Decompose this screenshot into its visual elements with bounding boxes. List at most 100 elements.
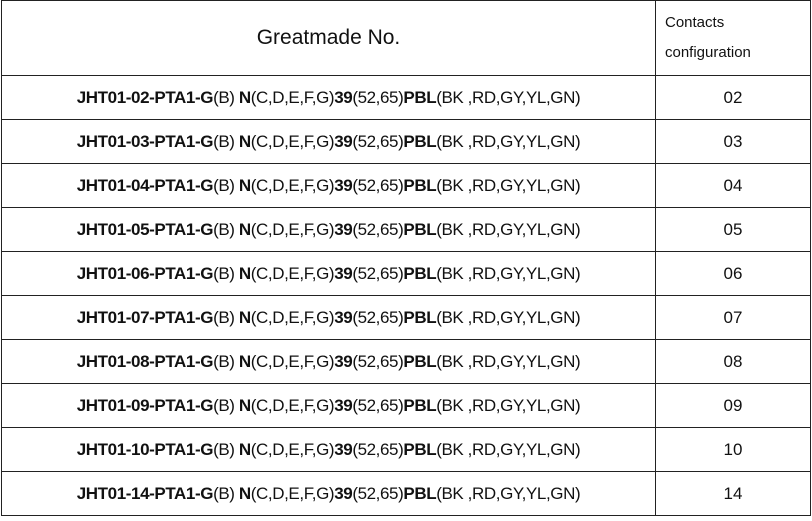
part-ncodes: (C,D,E,F,G) [250,175,335,195]
part-num: 39 [334,395,353,415]
part-pbl: PBL [403,219,437,239]
table-row: JHT01-07-PTA1-G(B) N(C,D,E,F,G)39(52,65)… [1,295,811,340]
part-numcodes: (52,65) [352,87,404,107]
header-row: Greatmade No. Contacts configuration [1,0,811,76]
contacts-cell: 04 [655,163,811,208]
table-row: JHT01-04-PTA1-G(B) N(C,D,E,F,G)39(52,65)… [1,163,811,208]
part-prefix: JHT01-04-PTA1-G [76,175,214,195]
part-b: (B) [213,307,239,327]
part-prefix: JHT01-08-PTA1-G [76,351,214,371]
part-b: (B) [213,175,239,195]
part-colors: (BK ,RD,GY,YL,GN) [436,351,581,371]
table-row: JHT01-10-PTA1-G(B) N(C,D,E,F,G)39(52,65)… [1,427,811,472]
part-numcodes: (52,65) [352,351,404,371]
contacts-cell: 06 [655,251,811,296]
part-n: N [238,351,251,371]
part-number-cell: JHT01-02-PTA1-G(B) N(C,D,E,F,G)39(52,65)… [1,75,656,120]
part-prefix: JHT01-10-PTA1-G [76,439,214,459]
contacts-cell: 08 [655,339,811,384]
part-numcodes: (52,65) [352,307,404,327]
table-row: JHT01-09-PTA1-G(B) N(C,D,E,F,G)39(52,65)… [1,383,811,428]
part-num: 39 [334,175,353,195]
part-colors: (BK ,RD,GY,YL,GN) [436,395,581,415]
part-pbl: PBL [403,351,437,371]
part-colors: (BK ,RD,GY,YL,GN) [436,131,581,151]
part-number-cell: JHT01-07-PTA1-G(B) N(C,D,E,F,G)39(52,65)… [1,295,656,340]
part-n: N [238,307,251,327]
table-row: JHT01-02-PTA1-G(B) N(C,D,E,F,G)39(52,65)… [1,75,811,120]
part-ncodes: (C,D,E,F,G) [250,87,335,107]
part-prefix: JHT01-09-PTA1-G [76,395,214,415]
contacts-cell: 10 [655,427,811,472]
contacts-cell: 02 [655,75,811,120]
part-n: N [238,87,251,107]
part-numcodes: (52,65) [352,263,404,283]
part-colors: (BK ,RD,GY,YL,GN) [436,87,581,107]
part-colors: (BK ,RD,GY,YL,GN) [436,307,581,327]
table-row: JHT01-03-PTA1-G(B) N(C,D,E,F,G)39(52,65)… [1,119,811,164]
part-num: 39 [334,483,353,503]
part-pbl: PBL [403,307,437,327]
part-number-cell: JHT01-06-PTA1-G(B) N(C,D,E,F,G)39(52,65)… [1,251,656,296]
part-prefix: JHT01-14-PTA1-G [76,483,214,503]
part-number-cell: JHT01-09-PTA1-G(B) N(C,D,E,F,G)39(52,65)… [1,383,656,428]
contacts-cell: 14 [655,471,811,516]
part-b: (B) [213,351,239,371]
part-numcodes: (52,65) [352,131,404,151]
part-colors: (BK ,RD,GY,YL,GN) [436,175,581,195]
part-ncodes: (C,D,E,F,G) [250,351,335,371]
part-num: 39 [334,263,353,283]
part-num: 39 [334,219,353,239]
part-ncodes: (C,D,E,F,G) [250,483,335,503]
part-b: (B) [213,219,239,239]
part-b: (B) [213,483,239,503]
part-num: 39 [334,439,353,459]
part-number-cell: JHT01-10-PTA1-G(B) N(C,D,E,F,G)39(52,65)… [1,427,656,472]
part-pbl: PBL [403,131,437,151]
part-num: 39 [334,307,353,327]
part-numcodes: (52,65) [352,219,404,239]
contacts-cell: 05 [655,207,811,252]
part-prefix: JHT01-05-PTA1-G [76,219,214,239]
part-colors: (BK ,RD,GY,YL,GN) [436,263,581,283]
part-num: 39 [334,87,353,107]
part-ncodes: (C,D,E,F,G) [250,439,335,459]
part-colors: (BK ,RD,GY,YL,GN) [436,439,581,459]
part-number-cell: JHT01-04-PTA1-G(B) N(C,D,E,F,G)39(52,65)… [1,163,656,208]
part-prefix: JHT01-02-PTA1-G [76,87,214,107]
part-prefix: JHT01-06-PTA1-G [76,263,214,283]
part-pbl: PBL [403,263,437,283]
part-pbl: PBL [403,483,437,503]
header-contacts-line1: Contacts [665,14,725,31]
part-n: N [238,175,251,195]
part-numcodes: (52,65) [352,483,404,503]
part-n: N [238,395,251,415]
part-ncodes: (C,D,E,F,G) [250,395,335,415]
part-number-cell: JHT01-03-PTA1-G(B) N(C,D,E,F,G)39(52,65)… [1,119,656,164]
header-part-no: Greatmade No. [1,0,656,76]
part-pbl: PBL [403,395,437,415]
part-num: 39 [334,351,353,371]
part-n: N [238,439,251,459]
contacts-cell: 03 [655,119,811,164]
part-numcodes: (52,65) [352,395,404,415]
header-contacts-line2: configuration [665,44,751,61]
part-prefix: JHT01-03-PTA1-G [76,131,214,151]
part-numcodes: (52,65) [352,175,404,195]
part-n: N [238,263,251,283]
contacts-cell: 07 [655,295,811,340]
part-number-cell: JHT01-08-PTA1-G(B) N(C,D,E,F,G)39(52,65)… [1,339,656,384]
part-number-cell: JHT01-05-PTA1-G(B) N(C,D,E,F,G)39(52,65)… [1,207,656,252]
part-prefix: JHT01-07-PTA1-G [76,307,214,327]
contacts-cell: 09 [655,383,811,428]
part-b: (B) [213,131,239,151]
part-ncodes: (C,D,E,F,G) [250,219,335,239]
table-row: JHT01-05-PTA1-G(B) N(C,D,E,F,G)39(52,65)… [1,207,811,252]
part-pbl: PBL [403,439,437,459]
table-row: JHT01-06-PTA1-G(B) N(C,D,E,F,G)39(52,65)… [1,251,811,296]
part-b: (B) [213,395,239,415]
part-ncodes: (C,D,E,F,G) [250,263,335,283]
part-number-cell: JHT01-14-PTA1-G(B) N(C,D,E,F,G)39(52,65)… [1,471,656,516]
part-numcodes: (52,65) [352,439,404,459]
